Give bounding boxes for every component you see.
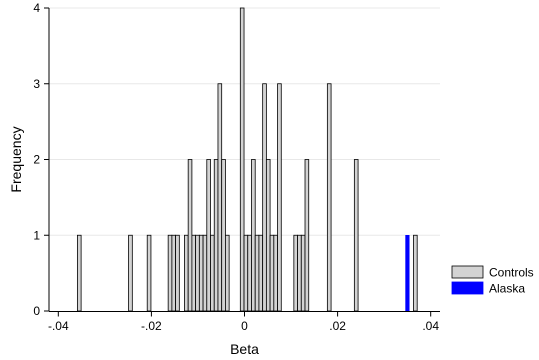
legend-swatch-controls	[451, 265, 484, 279]
controls-bar	[254, 234, 260, 312]
controls-bar	[326, 83, 332, 312]
controls-bar	[273, 234, 278, 312]
x-tick-label: -.02	[141, 319, 162, 333]
controls-bar	[213, 159, 219, 312]
controls-bar	[191, 234, 197, 312]
controls-bar	[297, 234, 302, 312]
controls-bar	[210, 234, 215, 312]
controls-bar	[258, 234, 264, 312]
alaska-bar	[405, 235, 410, 312]
controls-bar	[187, 159, 193, 312]
x-tick-label: .04	[422, 319, 439, 333]
x-tick-label: .02	[329, 319, 346, 333]
controls-bar	[262, 83, 267, 312]
controls-bar	[413, 234, 418, 312]
y-tick-label: 1	[33, 228, 40, 242]
controls-bar	[202, 234, 208, 312]
controls-bar	[184, 234, 189, 312]
x-tick-label: 0	[241, 319, 248, 333]
y-tick-label: 2	[33, 153, 40, 167]
x-tick-label: -.04	[48, 319, 69, 333]
controls-bar	[304, 159, 310, 312]
controls-bar	[146, 234, 152, 312]
controls-bar	[247, 234, 252, 312]
controls-bar	[269, 234, 275, 312]
x-ticks: -.04 -.02 0 .02 .04	[48, 311, 439, 333]
legend-swatch-alaska	[451, 281, 484, 295]
y-tick-label: 3	[33, 77, 40, 91]
legend-label-controls: Controls	[489, 266, 534, 280]
controls-bar	[265, 159, 271, 312]
controls-bar	[76, 234, 82, 312]
legend: Controls Alaska	[451, 265, 534, 296]
controls-bar	[300, 234, 306, 312]
controls-bar	[221, 159, 226, 312]
controls-bar	[175, 234, 180, 312]
y-ticks: 0 1 2 3 4	[33, 1, 49, 318]
controls-bar	[293, 234, 298, 312]
grid-lines	[49, 7, 440, 236]
controls-bar	[239, 7, 245, 312]
controls-bar	[206, 159, 211, 312]
bars	[76, 7, 418, 312]
controls-bar	[128, 234, 133, 312]
controls-bar	[217, 83, 223, 312]
controls-bar	[251, 159, 256, 312]
controls-bar	[195, 234, 200, 312]
controls-bar	[171, 234, 177, 312]
y-axis-label: Frequency	[8, 126, 24, 192]
controls-bar	[243, 234, 249, 312]
controls-bar	[225, 234, 230, 312]
y-tick-label: 4	[33, 1, 40, 15]
y-tick-label: 0	[33, 304, 40, 318]
x-axis-label: Beta	[230, 341, 259, 357]
legend-label-alaska: Alaska	[489, 282, 525, 296]
controls-bar	[277, 83, 282, 312]
controls-bar	[353, 159, 359, 312]
controls-bar	[167, 234, 173, 312]
controls-bar	[198, 234, 204, 312]
